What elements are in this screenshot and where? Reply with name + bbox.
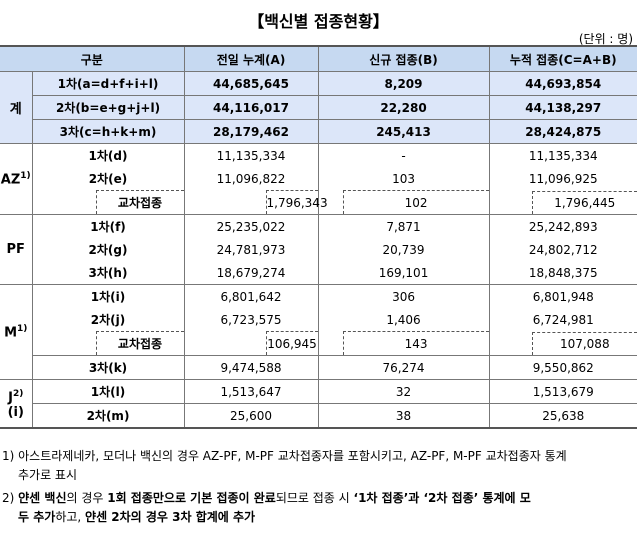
new-cell: 20,739: [317, 238, 490, 261]
table-row: 2차(e) 11,096,822 103 11,096,925: [0, 167, 637, 191]
group-label-j: J2) (i): [0, 379, 32, 429]
total-cell: 9,550,862: [488, 355, 637, 380]
row-label: 1차(l): [31, 379, 184, 404]
new-cell: 1,406: [317, 308, 490, 332]
new-cell: 143: [342, 331, 490, 356]
vaccine-table: 구분 전일 누계(A) 신규 접종(B) 누적 접종(C=A+B) 계 1차(a…: [0, 45, 637, 429]
prev-cell: 24,781,973: [183, 238, 319, 261]
group-label-m: M1): [0, 284, 32, 380]
total-cell: 18,848,375: [488, 261, 637, 285]
row-label: 1차(d): [31, 143, 184, 167]
total-cell: 24,802,712: [488, 238, 637, 261]
footnote-1: 1) 아스트라제네카, 모더나 백신의 경우 AZ-PF, M-PF 교차접종자…: [2, 449, 567, 463]
new-cell: 245,413: [317, 119, 490, 144]
footnote-1-cont: 추가로 표시: [18, 468, 78, 482]
new-cell: 7,871: [317, 214, 490, 238]
prev-cell: 44,685,645: [183, 71, 319, 96]
page-title: 【백신별 접종현황】: [248, 12, 389, 31]
footnote-2-cont: 두 추가하고, 얀센 2차의 경우 3차 합계에 추가: [18, 510, 256, 524]
prev-cell: 6,723,575: [183, 308, 319, 332]
prev-cell: 1,796,343: [265, 190, 328, 215]
total-cell: 6,724,981: [488, 308, 637, 332]
table-row: AZ1) 1차(d) 11,135,334 - 11,135,334: [0, 143, 637, 215]
row-label: 3차(k): [31, 355, 184, 380]
total-cell: 44,138,297: [488, 95, 637, 120]
cross-label: 교차접종: [95, 190, 184, 215]
prev-cell: 25,600: [183, 403, 319, 429]
unit-label: (단위 : 명): [578, 32, 633, 46]
new-cell: 103: [317, 167, 490, 191]
table-row: 3차(h) 18,679,274 169,101 18,848,375: [0, 261, 637, 285]
row-label: 3차(c=h+k+m): [31, 119, 184, 144]
header-category: 구분: [0, 45, 184, 72]
new-cell: 306: [317, 284, 490, 308]
header-new: 신규 접종(B): [317, 45, 490, 72]
total-cell: 11,135,334: [488, 143, 637, 167]
total-cell-cross: 1,796,445: [488, 190, 637, 215]
total-cell: 25,242,893: [488, 214, 637, 238]
table-row: 2차(j) 6,723,575 1,406 6,724,981: [0, 308, 637, 332]
prev-cell: 11,135,334: [183, 143, 319, 167]
row-label: 2차(j): [31, 308, 184, 332]
row-label: 1차(f): [31, 214, 184, 238]
new-cell: 8,209: [317, 71, 490, 96]
footnote-2: 2) 얀센 백신의 경우 1회 접종만으로 기본 접종이 완료되므로 접종 시 …: [2, 491, 531, 505]
row-label: 2차(g): [31, 238, 184, 261]
cross-label: 교차접종: [95, 331, 184, 356]
prev-cell: 44,116,017: [183, 95, 319, 120]
total-cell: 25,638: [488, 403, 637, 429]
footnotes: 1) 아스트라제네카, 모더나 백신의 경우 AZ-PF, M-PF 교차접종자…: [2, 447, 567, 527]
table-row: 2차(b=e+g+j+l) 44,116,017 22,280 44,138,2…: [0, 95, 637, 120]
table-row: 3차(c=h+k+m) 28,179,462 245,413 28,424,87…: [0, 119, 637, 144]
row-label: 2차(b=e+g+j+l): [31, 95, 184, 120]
table-row: J2) (i) 1차(l) 1,513,647 32 1,513,679: [0, 379, 637, 429]
row-label: 2차(e): [31, 167, 184, 191]
prev-cell: 18,679,274: [183, 261, 319, 285]
table-row: 2차(m) 25,600 38 25,638: [0, 403, 637, 429]
group-label-pf: PF: [0, 214, 32, 285]
table-row: 계 1차(a=d+f+i+l) 44,685,645 8,209 44,693,…: [0, 71, 637, 144]
prev-cell: 28,179,462: [183, 119, 319, 144]
total-cell-cross: 107,088: [488, 331, 637, 356]
table-row: 3차(k) 9,474,588 76,274 9,550,862: [0, 355, 637, 380]
group-label-sum: 계: [0, 71, 32, 144]
prev-cell: 1,513,647: [183, 379, 319, 404]
total-cell: 28,424,875: [488, 119, 637, 144]
total-cell: 1,513,679: [488, 379, 637, 404]
prev-cell: 9,474,588: [183, 355, 319, 380]
header-total: 누적 접종(C=A+B): [488, 45, 637, 72]
total-cell: 11,096,925: [488, 167, 637, 191]
table-row: 교차접종 106,945 143 107,088: [0, 331, 637, 356]
prev-cell: 25,235,022: [183, 214, 319, 238]
row-label: 3차(h): [31, 261, 184, 285]
table-row: 2차(g) 24,781,973 20,739 24,802,712: [0, 238, 637, 261]
row-label: 1차(i): [31, 284, 184, 308]
new-cell: 32: [317, 379, 490, 404]
row-label: 2차(m): [31, 403, 184, 429]
total-cell: 44,693,854: [488, 71, 637, 96]
table-row: M1) 1차(i) 6,801,642 306 6,801,948: [0, 284, 637, 380]
new-cell: 169,101: [317, 261, 490, 285]
new-cell: -: [317, 143, 490, 167]
new-cell: 102: [342, 190, 490, 215]
new-cell: 76,274: [317, 355, 490, 380]
total-cell: 6,801,948: [488, 284, 637, 308]
row-label: 1차(a=d+f+i+l): [31, 71, 184, 96]
table-row: 교차접종 1,796,343 102 1,796,445: [0, 190, 637, 215]
group-label-az: AZ1): [0, 143, 32, 215]
new-cell: 22,280: [317, 95, 490, 120]
header-prev: 전일 누계(A): [183, 45, 319, 72]
table-row: PF 1차(f) 25,235,022 7,871 25,242,893: [0, 214, 637, 285]
new-cell: 38: [317, 403, 490, 429]
prev-cell: 6,801,642: [183, 284, 319, 308]
prev-cell: 106,945: [265, 331, 319, 356]
prev-cell: 11,096,822: [183, 167, 319, 191]
header-row: 구분 전일 누계(A) 신규 접종(B) 누적 접종(C=A+B): [0, 45, 637, 72]
